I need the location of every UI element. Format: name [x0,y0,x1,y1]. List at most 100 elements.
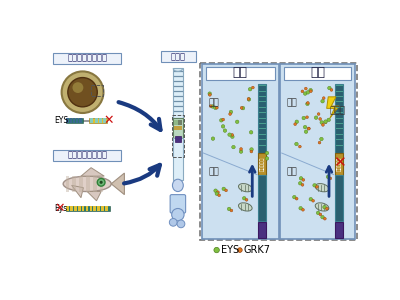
Circle shape [314,116,318,119]
Text: 外節: 外節 [286,98,297,107]
Bar [178,120,182,124]
Circle shape [172,208,184,221]
Circle shape [216,106,218,109]
Bar [72,176,76,191]
FancyArrowPatch shape [250,167,255,197]
Bar [174,120,178,124]
Circle shape [324,121,327,124]
FancyBboxPatch shape [170,195,186,213]
Text: 視細胞: 視細胞 [170,52,185,61]
Circle shape [230,209,233,212]
Bar [74,206,77,211]
Circle shape [306,91,310,94]
Circle shape [228,133,231,136]
Polygon shape [327,97,339,118]
Bar [99,118,102,123]
Circle shape [239,150,243,153]
Circle shape [320,137,323,141]
Circle shape [169,218,177,226]
Text: ✕: ✕ [104,114,114,127]
Bar [91,85,104,96]
Circle shape [177,220,185,228]
Circle shape [232,145,235,149]
Circle shape [294,123,296,126]
Text: ✕: ✕ [55,202,65,215]
Circle shape [211,137,215,140]
Ellipse shape [172,179,183,191]
Bar [94,206,96,211]
Circle shape [302,208,304,211]
Bar [335,84,343,153]
Text: 網膜オルガノイド: 網膜オルガノイド [67,54,107,63]
Circle shape [222,187,226,190]
Circle shape [306,102,309,106]
Circle shape [317,113,320,116]
Bar [90,118,94,123]
Bar [280,64,355,239]
Circle shape [322,97,325,100]
Circle shape [295,120,298,124]
FancyArrowPatch shape [124,165,160,183]
Circle shape [323,206,326,209]
Circle shape [222,118,224,121]
Circle shape [209,105,212,107]
Bar [97,206,100,211]
Circle shape [241,106,245,110]
Circle shape [247,98,251,101]
Bar [53,150,121,161]
Bar [202,64,279,239]
Circle shape [320,121,324,124]
Circle shape [299,206,302,210]
Bar [258,84,266,153]
Bar [70,206,73,211]
Text: EYS: EYS [55,116,69,125]
Bar [174,126,178,130]
Text: 繊毛接合部: 繊毛接合部 [260,157,265,171]
Circle shape [302,178,305,181]
Circle shape [304,87,307,90]
Bar [73,118,75,123]
Ellipse shape [63,176,111,191]
Circle shape [240,106,243,109]
Circle shape [295,197,298,200]
Circle shape [223,129,227,132]
Bar [206,67,275,80]
Bar [80,176,82,191]
Circle shape [211,105,214,108]
Bar [78,206,81,211]
Circle shape [313,184,316,187]
Bar [161,51,196,62]
Bar [89,118,107,123]
Circle shape [304,130,308,134]
Circle shape [319,118,322,120]
Text: 繊毛接合部: 繊毛接合部 [336,157,342,171]
Circle shape [221,124,225,128]
Circle shape [231,134,234,136]
Circle shape [238,248,242,252]
Text: EYS: EYS [220,245,239,255]
Circle shape [307,127,310,130]
Circle shape [298,145,301,148]
Bar [103,118,106,123]
Circle shape [303,92,307,95]
Circle shape [250,148,253,151]
Bar [284,67,352,80]
Circle shape [250,150,253,153]
Bar [86,176,90,191]
Ellipse shape [238,203,252,211]
Circle shape [227,207,231,211]
Circle shape [295,142,298,146]
Circle shape [312,199,314,202]
Circle shape [316,185,318,188]
Circle shape [216,191,219,194]
Bar [178,126,182,130]
Text: 疾患: 疾患 [310,67,325,80]
Bar [200,63,357,240]
Circle shape [247,98,250,100]
Bar [100,176,104,191]
Text: 外節: 外節 [208,98,219,107]
Bar [173,138,182,180]
Text: 光障害: 光障害 [330,106,346,115]
Circle shape [309,88,312,92]
Circle shape [214,248,219,253]
